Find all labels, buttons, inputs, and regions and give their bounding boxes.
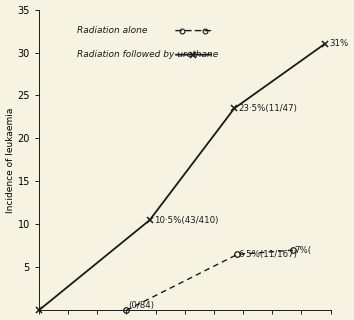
Text: Radiation alone: Radiation alone xyxy=(77,26,147,35)
Text: 7%(: 7%( xyxy=(294,246,311,255)
Text: 23·5%(11/47): 23·5%(11/47) xyxy=(239,104,298,113)
Text: 10·5%(43/410): 10·5%(43/410) xyxy=(154,216,218,225)
Text: 31%: 31% xyxy=(329,39,348,48)
Text: (0/84): (0/84) xyxy=(128,301,154,310)
Text: 6·5%(11/167): 6·5%(11/167) xyxy=(239,250,298,259)
Text: Radiation followed by urethane: Radiation followed by urethane xyxy=(77,50,218,59)
Y-axis label: Incidence of leukaemia: Incidence of leukaemia xyxy=(6,107,15,212)
